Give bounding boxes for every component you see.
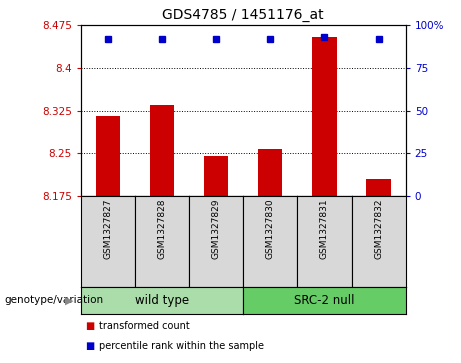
Text: ■: ■	[85, 321, 95, 331]
Text: ■: ■	[85, 341, 95, 351]
Bar	[312, 37, 337, 196]
Text: percentile rank within the sample: percentile rank within the sample	[99, 341, 264, 351]
Text: ▶: ▶	[65, 295, 73, 305]
Text: transformed count: transformed count	[99, 321, 190, 331]
Text: GSM1327830: GSM1327830	[266, 199, 275, 260]
Bar	[204, 156, 228, 196]
Bar	[258, 149, 283, 196]
Text: genotype/variation: genotype/variation	[5, 295, 104, 305]
Text: GSM1327829: GSM1327829	[212, 199, 221, 259]
Text: wild type: wild type	[135, 294, 189, 307]
Text: GSM1327827: GSM1327827	[103, 199, 112, 259]
Bar	[95, 117, 120, 196]
Title: GDS4785 / 1451176_at: GDS4785 / 1451176_at	[162, 8, 324, 22]
Bar	[150, 105, 174, 196]
Text: GSM1327831: GSM1327831	[320, 199, 329, 260]
Text: GSM1327828: GSM1327828	[157, 199, 166, 259]
Bar	[366, 179, 391, 196]
Text: GSM1327832: GSM1327832	[374, 199, 383, 259]
Text: SRC-2 null: SRC-2 null	[294, 294, 355, 307]
